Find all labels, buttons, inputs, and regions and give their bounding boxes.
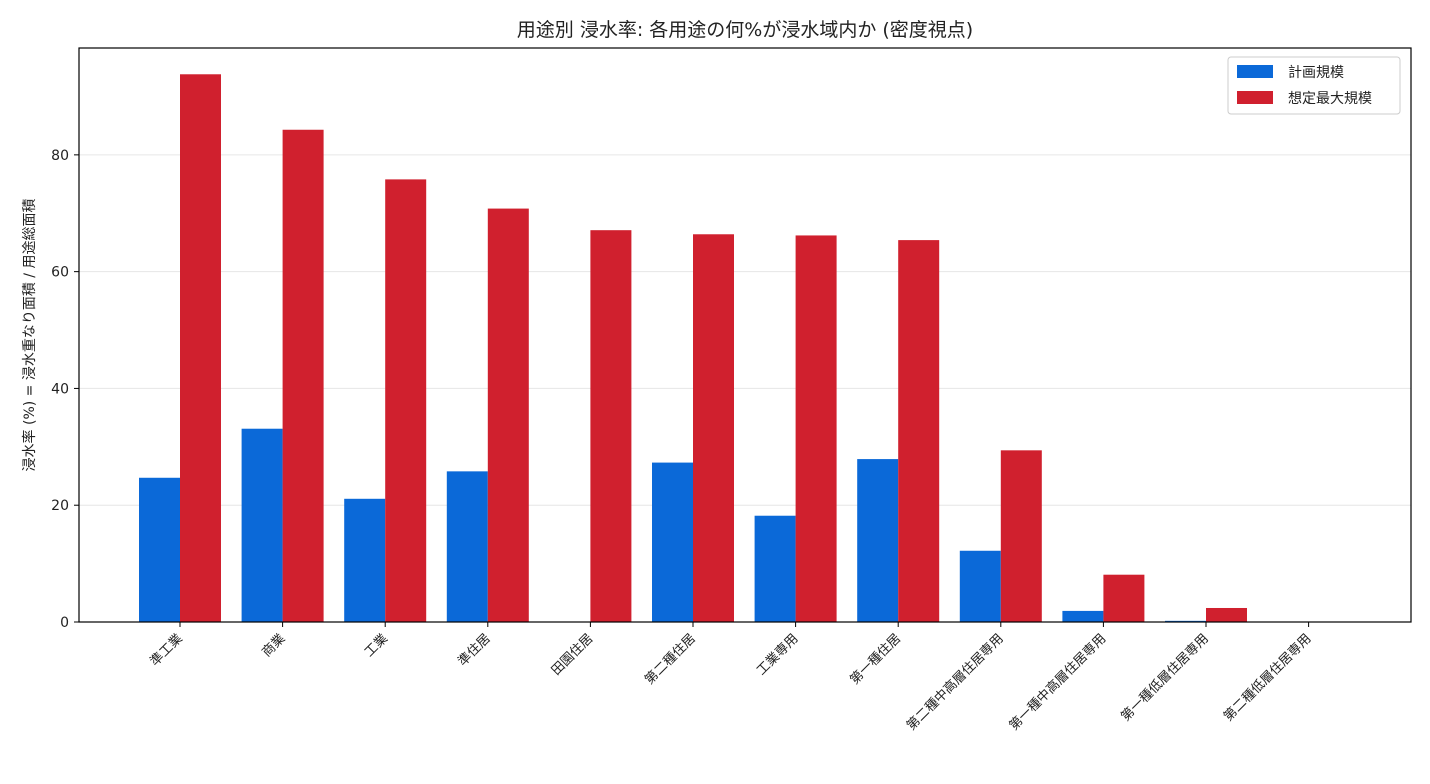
bar-max-10 (1206, 607, 1247, 622)
bar-planned-1 (241, 428, 283, 622)
bar-planned-5 (652, 462, 693, 622)
bar-max-0 (180, 74, 221, 622)
y-axis-label: 浸水率 (%) = 浸水重なり面積 / 用途総面積 (21, 199, 38, 472)
chart-title: 用途別 浸水率: 各用途の何%が浸水域内か (密度視点) (517, 19, 973, 41)
x-tick-label: 工業専用 (753, 631, 801, 679)
y-tick-label: 80 (51, 148, 69, 164)
y-tick-label: 0 (60, 615, 69, 631)
bar-planned-9 (1062, 610, 1104, 622)
bar-planned-8 (959, 550, 1001, 622)
legend-swatch-1 (1237, 91, 1273, 104)
legend-swatch-0 (1237, 65, 1273, 78)
bar-max-7 (898, 240, 940, 622)
x-tick-label: 第二種低層住居専用 (1220, 631, 1314, 725)
legend-label-0: 計画規模 (1288, 65, 1344, 81)
legend-label-1: 想定最大規模 (1288, 91, 1372, 107)
x-tick-label: 第一種低層住居専用 (1118, 631, 1212, 725)
x-tick-label: 田園住居 (549, 631, 596, 678)
bar-max-8 (1000, 450, 1042, 622)
x-tick-label: 商業 (259, 631, 289, 661)
x-tick-label: 第一種住居 (847, 631, 904, 688)
bar-max-9 (1103, 574, 1145, 622)
bar-max-6 (795, 235, 837, 622)
x-tick-label: 第二種住居 (642, 631, 699, 688)
bar-max-3 (487, 208, 529, 622)
x-tick-label: 第一種中高層住居専用 (1006, 631, 1109, 734)
x-axis: 準工業 商業 工業 準住居 田園住居 第二種住居 工業専用 第一種住居 第二種中高層住居専用 第一… (147, 622, 1314, 734)
y-tick-label: 20 (51, 498, 69, 514)
bar-max-2 (385, 179, 427, 622)
bars (139, 74, 1247, 622)
bar-planned-2 (344, 498, 386, 622)
x-tick-label: 工業 (361, 631, 391, 661)
x-tick-label: 準工業 (147, 631, 186, 670)
x-tick-label: 準住居 (455, 631, 494, 670)
bar-planned-6 (754, 515, 796, 622)
y-tick-label: 60 (51, 265, 69, 281)
bar-planned-7 (857, 459, 899, 622)
bar-max-5 (693, 234, 734, 622)
bar-planned-3 (446, 471, 488, 622)
x-tick-label: 第二種中高層住居専用 (903, 631, 1006, 734)
plot-frame (78, 47, 1412, 623)
y-axis: 0 20 40 60 80 (51, 148, 79, 631)
bar-max-4 (590, 230, 632, 622)
bar-planned-0 (139, 477, 180, 622)
y-tick-label: 40 (51, 381, 69, 397)
bar-max-1 (282, 129, 324, 622)
